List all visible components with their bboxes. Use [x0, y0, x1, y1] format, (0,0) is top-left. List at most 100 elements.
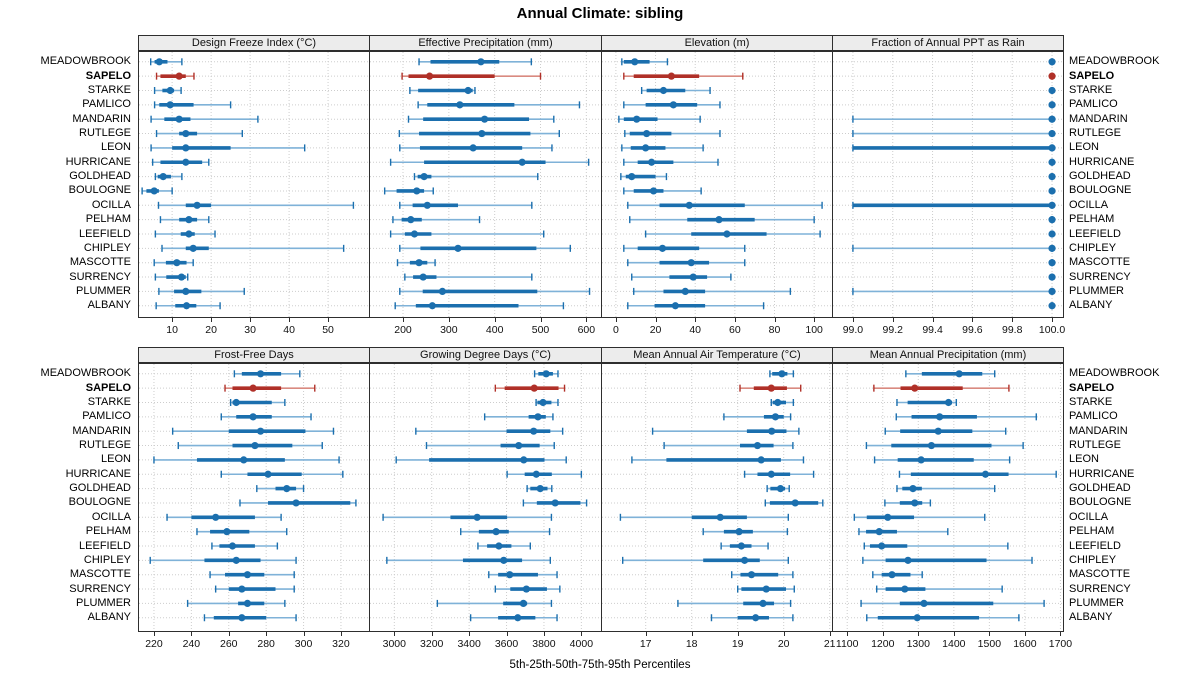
axis-tick — [737, 632, 739, 636]
axis-tick-label: 3600 — [494, 638, 519, 650]
median-dot — [1048, 58, 1056, 66]
median-dot — [768, 427, 776, 435]
station-label: STARKE — [1069, 84, 1113, 96]
median-dot — [469, 144, 477, 152]
median-dot — [500, 556, 508, 564]
median-dot — [159, 173, 167, 181]
axis-tick — [191, 632, 193, 636]
axis-tick-label: 99.6 — [962, 324, 983, 336]
panel-canvas — [833, 364, 1063, 631]
median-dot — [539, 398, 547, 407]
axis-tick-label: 40 — [689, 324, 702, 336]
axis-tick — [328, 318, 330, 322]
axis-tick — [852, 318, 854, 322]
median-dot — [185, 216, 193, 224]
median-dot — [878, 542, 886, 550]
median-dot — [955, 370, 963, 378]
axis-tick — [581, 632, 583, 636]
axis-tick-label: 500 — [531, 324, 550, 336]
axis-tick — [403, 318, 404, 322]
station-label: STARKE — [1069, 396, 1113, 408]
median-dot — [875, 528, 883, 536]
median-dot — [551, 499, 559, 507]
station-label: LEEFIELD — [1069, 539, 1121, 552]
median-dot — [492, 528, 500, 536]
axis-tick-label: 220 — [145, 638, 163, 650]
station-label: MASCOTTE — [1069, 256, 1131, 269]
median-dot — [1048, 158, 1056, 166]
station-label: PLUMMER — [75, 284, 131, 297]
median-dot — [1048, 144, 1056, 152]
median-dot — [778, 370, 786, 378]
median-dot — [884, 513, 892, 521]
median-dot — [438, 287, 447, 295]
axis-tick-label: 280 — [257, 638, 275, 650]
median-dot — [911, 384, 919, 392]
median-dot — [536, 485, 544, 493]
station-label: SAPELO — [85, 69, 131, 82]
axis-tick — [814, 318, 816, 322]
axis-tick-label: 600 — [577, 324, 596, 336]
axis-tick-label: 20 — [649, 324, 662, 336]
station-label: MASCOTTE — [1069, 568, 1131, 581]
median-dot — [182, 158, 190, 166]
axis-tick-label: 1700 — [1048, 638, 1073, 650]
panel-canvas — [370, 364, 601, 631]
station-label: ALBANY — [1069, 611, 1113, 624]
median-dot — [185, 230, 193, 238]
station-label: MASCOTTE — [69, 568, 131, 581]
station-label: PAMLICO — [1069, 98, 1118, 111]
station-label: PELHAM — [1069, 525, 1115, 538]
median-dot — [506, 571, 514, 579]
median-dot — [647, 158, 656, 166]
station-label: OCILLA — [1069, 198, 1109, 211]
axis-tick — [431, 632, 433, 636]
median-dot — [659, 86, 668, 95]
axis-tick — [783, 632, 785, 636]
strip-header: Elevation (m) — [601, 35, 833, 51]
station-label: SURRENCY — [69, 270, 131, 283]
median-dot — [642, 144, 650, 152]
axis-tick — [972, 318, 974, 322]
axis-tick-label: 3200 — [420, 638, 444, 650]
station-label: MEADOWBROOK — [40, 55, 131, 68]
median-dot — [669, 101, 677, 109]
axis-tick — [266, 632, 268, 636]
median-dot — [909, 485, 917, 493]
axis-tick-label: 60 — [729, 324, 741, 336]
axis-tick — [1024, 632, 1026, 636]
median-dot — [752, 614, 760, 622]
axis-tick — [655, 318, 657, 322]
axis-tick-label: 3400 — [457, 638, 481, 650]
station-label: RUTLEGE — [1069, 439, 1121, 452]
station-label: PLUMMER — [75, 596, 131, 609]
median-dot — [944, 398, 953, 407]
axis-tick-label: 10 — [166, 324, 178, 336]
panel — [832, 51, 1064, 318]
station-label: PLUMMER — [1069, 284, 1125, 297]
axis-tick-label: 240 — [182, 638, 201, 650]
panel-canvas — [370, 52, 601, 317]
station-label: PELHAM — [1069, 213, 1115, 226]
station-label: STARKE — [87, 396, 131, 408]
station-label: MANDARIN — [72, 112, 131, 125]
median-dot — [716, 513, 724, 521]
median-dot — [791, 499, 799, 507]
station-label: OCILLA — [1069, 510, 1109, 523]
station-label: SAPELO — [85, 381, 131, 394]
axis-tick — [1012, 318, 1014, 322]
station-label: SURRENCY — [1069, 270, 1131, 283]
median-dot — [936, 413, 944, 421]
median-dot — [454, 244, 462, 252]
median-dot — [519, 599, 527, 607]
station-label: LEON — [1069, 141, 1099, 154]
panel — [601, 363, 833, 632]
station-label: HURRICANE — [65, 155, 131, 168]
median-dot — [166, 101, 174, 109]
axis-tick — [989, 632, 991, 636]
panel — [138, 51, 370, 318]
median-dot — [1048, 244, 1056, 252]
median-dot — [767, 384, 775, 392]
axis-tick-label: 300 — [294, 638, 313, 650]
median-dot — [1048, 86, 1056, 95]
